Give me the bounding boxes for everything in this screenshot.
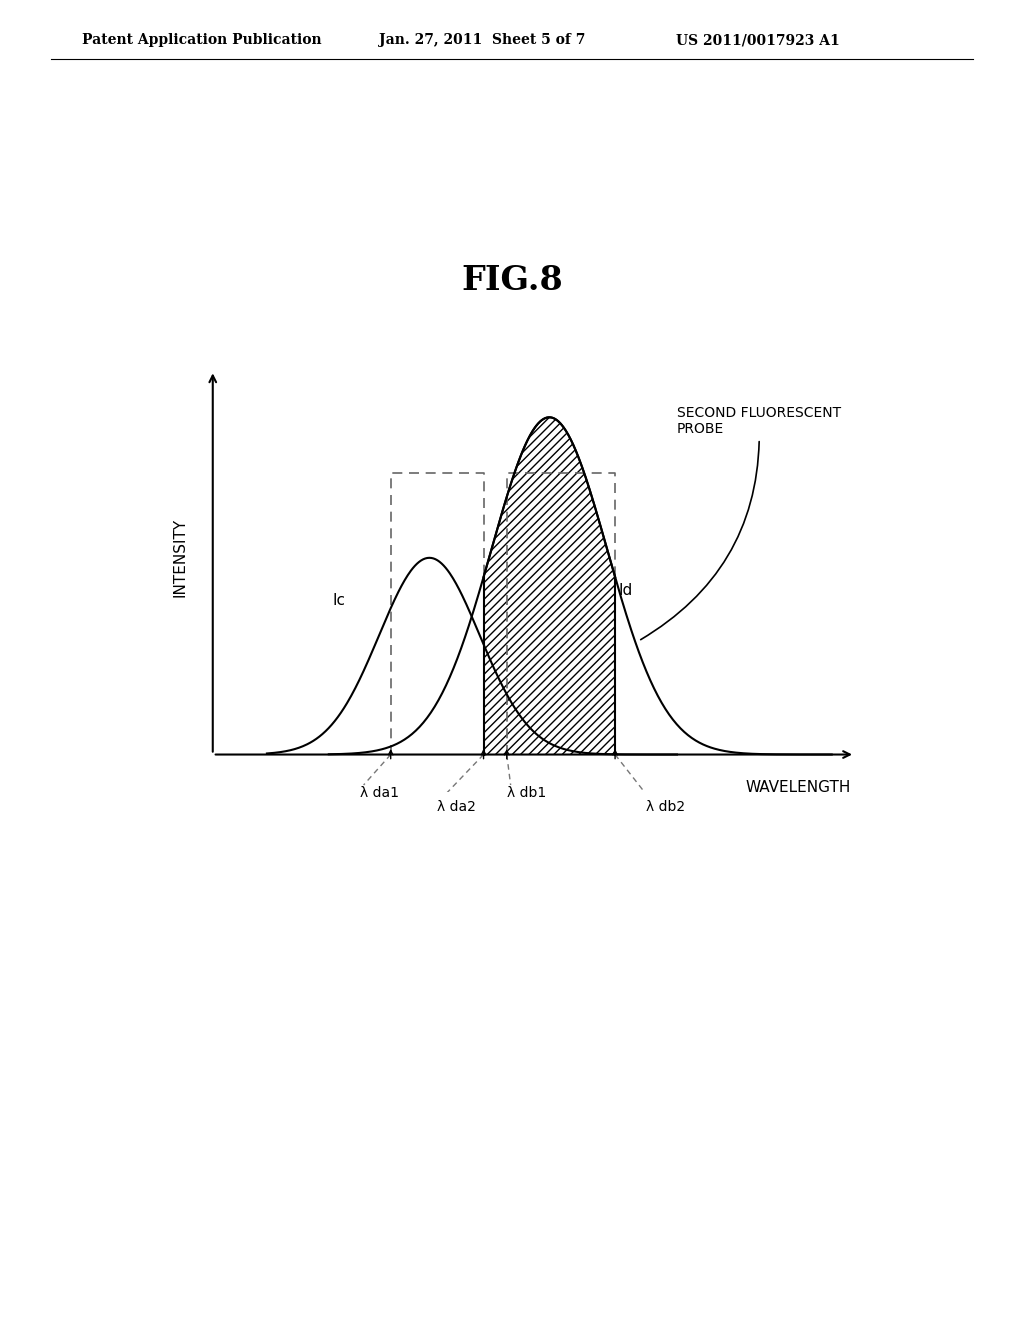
Text: Jan. 27, 2011  Sheet 5 of 7: Jan. 27, 2011 Sheet 5 of 7 <box>379 33 586 48</box>
Text: λ da2: λ da2 <box>437 800 476 814</box>
Text: Patent Application Publication: Patent Application Publication <box>82 33 322 48</box>
Text: WAVELENGTH: WAVELENGTH <box>745 780 851 795</box>
Text: SECOND FLUORESCENT
PROBE: SECOND FLUORESCENT PROBE <box>641 405 841 640</box>
Text: λ db1: λ db1 <box>507 787 546 800</box>
Text: FIG.8: FIG.8 <box>461 264 563 297</box>
Text: INTENSITY: INTENSITY <box>173 519 187 598</box>
Text: Id: Id <box>618 583 633 598</box>
Text: λ da1: λ da1 <box>359 787 398 800</box>
Text: Ic: Ic <box>333 593 346 607</box>
Text: US 2011/0017923 A1: US 2011/0017923 A1 <box>676 33 840 48</box>
Text: λ db2: λ db2 <box>646 800 685 814</box>
